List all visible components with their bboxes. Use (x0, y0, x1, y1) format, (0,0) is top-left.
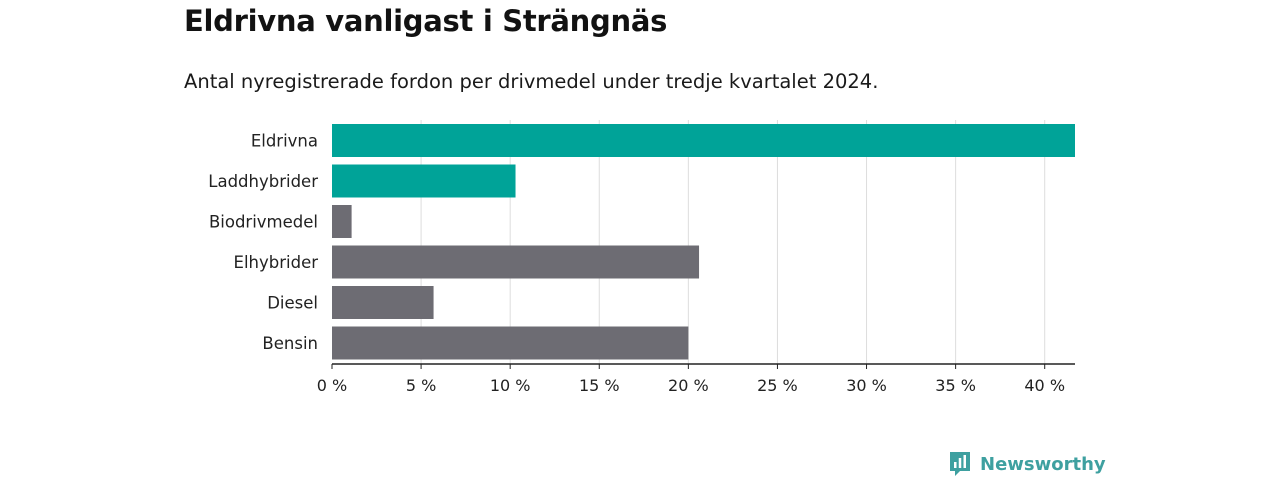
x-tick-label: 40 % (1024, 376, 1065, 395)
bar (332, 245, 700, 279)
newsworthy-logo-icon (950, 452, 970, 476)
x-tick-label: 20 % (668, 376, 709, 395)
bar (332, 205, 352, 238)
x-tick-label: 0 % (317, 376, 347, 395)
x-tick-label: 15 % (579, 376, 620, 395)
chart-title: Eldrivna vanligast i Strängnäs (184, 4, 668, 38)
chart-subtitle: Antal nyregistrerade fordon per drivmede… (184, 70, 879, 93)
category-label: Biodrivmedel (209, 213, 318, 232)
category-label: Bensin (262, 334, 318, 353)
x-tick-label: 10 % (490, 376, 531, 395)
category-label: Laddhybrider (208, 172, 318, 191)
category-label: Eldrivna (251, 132, 318, 151)
x-tick-label: 35 % (935, 376, 976, 395)
x-tick-label: 25 % (757, 376, 798, 395)
bar (332, 124, 1075, 157)
newsworthy-logo[interactable]: Newsworthy (948, 450, 1106, 478)
category-label: Diesel (267, 294, 318, 313)
x-tick-label: 5 % (406, 376, 436, 395)
bar (332, 286, 434, 319)
bar (332, 164, 516, 198)
brand-name: Newsworthy (980, 453, 1106, 475)
category-label: Elhybrider (234, 253, 319, 272)
x-tick-label: 30 % (846, 376, 887, 395)
bar (332, 326, 689, 360)
